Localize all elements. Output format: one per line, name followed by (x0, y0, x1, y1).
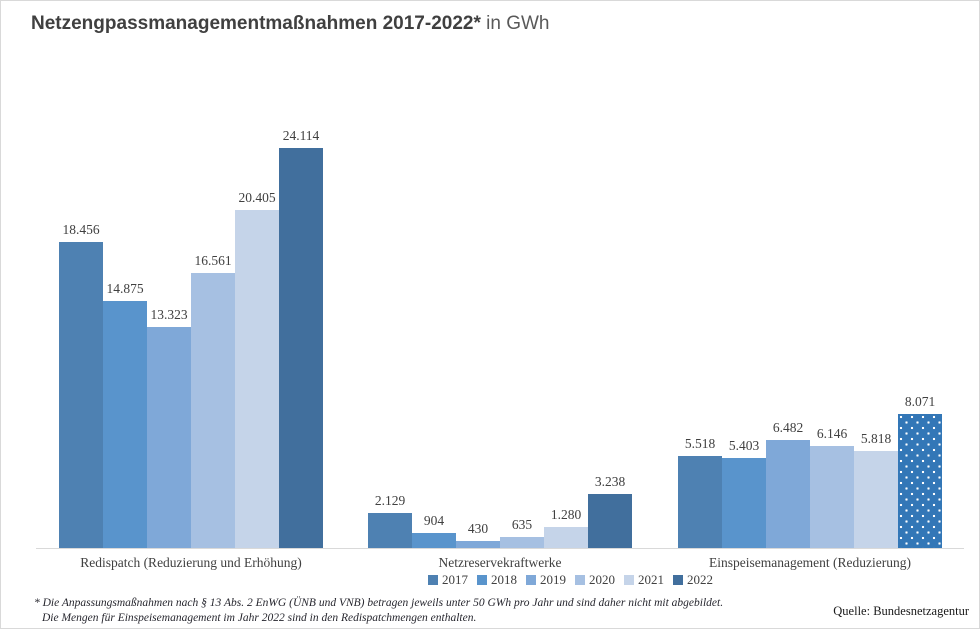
legend-item-2022: 2022 (673, 572, 713, 588)
value-label-2022-group-3: 8.071 (904, 394, 936, 409)
category-label-2: Netzreservekraftwerke (438, 555, 562, 570)
legend-item-2020: 2020 (575, 572, 615, 588)
legend-year-2019: 2019 (540, 572, 566, 587)
value-label-2018-group-2: 904 (423, 513, 445, 528)
bar-2021-group-2 (544, 527, 588, 548)
legend-year-2020: 2020 (589, 572, 615, 587)
legend-year-2021: 2021 (638, 572, 664, 587)
bar-2019-group-3 (766, 440, 810, 548)
bar-2020-group-2 (500, 537, 544, 548)
value-label-2019-group-3: 6.482 (772, 420, 804, 435)
legend-swatch-2019 (526, 575, 536, 585)
chart-title-main: Netzengpassmanagementmaßnahmen 2017-2022… (31, 13, 481, 34)
legend-item-2021: 2021 (624, 572, 664, 588)
source-credit: Quelle: Bundesnetzagentur (833, 604, 969, 618)
bar-2022-group-2 (588, 494, 632, 548)
chart-legend: 2017 2018 2019 2020 2021 2022 (428, 572, 713, 588)
chart-footnote: * Die Anpassungsmaßnahmen nach § 13 Abs.… (34, 596, 723, 626)
legend-swatch-2020 (575, 575, 585, 585)
legend-item-2019: 2019 (526, 572, 566, 588)
category-label-1: Redispatch (Reduzierung und Erhöhung) (80, 555, 302, 570)
bar-2020-group-1 (191, 273, 235, 548)
value-label-2021-group-3: 5.818 (860, 431, 892, 446)
value-label-2020-group-3: 6.146 (816, 426, 848, 441)
legend-year-2022: 2022 (687, 572, 713, 587)
bar-2017-group-3 (678, 456, 722, 548)
bar-2018-group-2 (412, 533, 456, 548)
value-label-2021-group-2: 1.280 (550, 507, 582, 522)
value-label-2019-group-2: 430 (467, 521, 489, 536)
chart-title: Netzengpassmanagementmaßnahmen 2017-2022… (31, 13, 549, 35)
bar-2017-group-1 (59, 242, 103, 548)
category-label-3: Einspeisemanagement (Reduzierung) (708, 555, 912, 570)
value-label-2018-group-3: 5.403 (728, 438, 760, 453)
legend-swatch-2017 (428, 575, 438, 585)
value-label-2021-group-1: 20.405 (238, 190, 276, 205)
bar-2022-group-3 (898, 414, 942, 548)
legend-swatch-2018 (477, 575, 487, 585)
value-label-2022-group-1: 24.114 (282, 128, 320, 143)
legend-year-2017: 2017 (442, 572, 468, 587)
x-axis-line (36, 548, 964, 549)
legend-item-2018: 2018 (477, 572, 517, 588)
value-label-2017-group-2: 2.129 (374, 493, 406, 508)
value-label-2020-group-1: 16.561 (194, 253, 232, 268)
bar-2018-group-3 (722, 458, 766, 548)
bar-2018-group-1 (103, 301, 147, 548)
bar-2019-group-1 (147, 327, 191, 548)
bar-2017-group-2 (368, 513, 412, 548)
bar-2021-group-3 (854, 451, 898, 548)
legend-year-2018: 2018 (491, 572, 517, 587)
value-label-2018-group-1: 14.875 (106, 281, 144, 296)
footnote-line-2: Die Mengen für Einspeisemanagement im Ja… (42, 612, 477, 624)
value-label-2020-group-2: 635 (511, 517, 533, 532)
bar-2021-group-1 (235, 210, 279, 548)
chart-title-unit: in GWh (480, 13, 550, 34)
value-label-2022-group-2: 3.238 (594, 474, 626, 489)
bar-2022-group-1 (279, 148, 323, 548)
bar-2019-group-2 (456, 541, 500, 548)
footnote-line-1: * Die Anpassungsmaßnahmen nach § 13 Abs.… (34, 597, 724, 609)
value-label-2019-group-1: 13.323 (150, 307, 188, 322)
legend-swatch-2022 (673, 575, 683, 585)
value-label-2017-group-1: 18.456 (62, 222, 100, 237)
bar-2020-group-3 (810, 446, 854, 548)
legend-item-2017: 2017 (428, 572, 468, 588)
legend-swatch-2021 (624, 575, 634, 585)
value-label-2017-group-3: 5.518 (684, 436, 716, 451)
